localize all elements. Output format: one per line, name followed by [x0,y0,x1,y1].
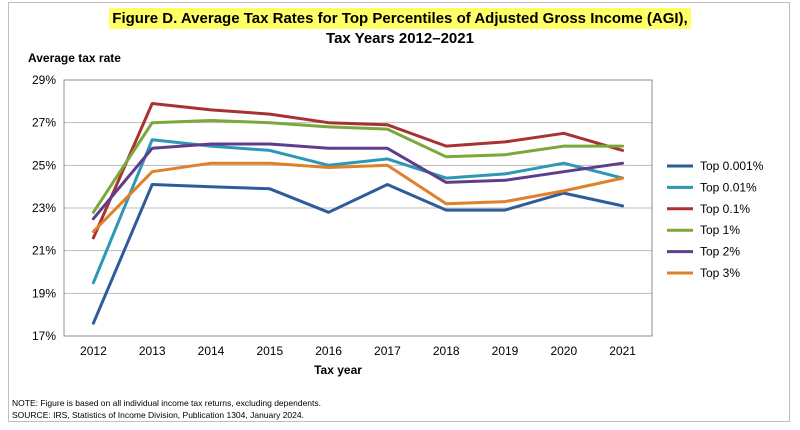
x-axis-label: Tax year [314,363,362,377]
series-line-5 [91,161,625,233]
chart-title-line2: Tax Years 2012–2021 [326,30,474,47]
y-tick-labels: 17% 19% 21% 23% 25% 27% 29% [32,73,56,343]
plot-area [63,79,653,337]
series-line-4 [91,142,625,221]
y-tick-label: 23% [32,201,56,215]
chart-frame [8,2,790,422]
x-tick-label: 2018 [433,344,460,358]
series-line-3 [91,119,625,214]
x-tick-label: 2015 [256,344,283,358]
y-tick-label: 21% [32,244,56,258]
x-tick-label: 2013 [139,344,166,358]
plot-border [63,79,653,337]
legend-label: Top 1% [700,223,740,237]
x-tick-label: 2017 [374,344,401,358]
x-tick-label: 2019 [492,344,519,358]
source-text: SOURCE: IRS, Statistics of Income Divisi… [12,410,304,420]
y-tick-label: 25% [32,158,56,172]
grid-lines [64,79,652,337]
series-line-1 [91,138,625,285]
series-line-0 [91,183,625,325]
series-lines [91,102,625,325]
y-tick-label: 19% [32,286,56,300]
legend-label: Top 3% [700,266,740,280]
chart-title: Figure D. Average Tax Rates for Top Perc… [0,8,800,48]
y-tick-label: 27% [32,116,56,130]
x-tick-label: 2012 [80,344,107,358]
x-tick-label: 2020 [550,344,577,358]
legend-label: Top 0.1% [700,202,750,216]
legend: Top 0.001% Top 0.01% Top 0.1% Top 1% Top 2% T… [667,159,764,280]
y-tick-label: 17% [32,329,56,343]
legend-label: Top 2% [700,245,740,259]
x-tick-label: 2021 [609,344,636,358]
y-tick-label: 29% [32,73,56,87]
legend-label: Top 0.001% [700,159,764,173]
x-tick-label: 2016 [315,344,342,358]
x-tick-label: 2014 [198,344,225,358]
series-line-2 [91,102,625,240]
chart-title-line1: Figure D. Average Tax Rates for Top Perc… [109,8,691,29]
y-axis-label: Average tax rate [28,51,121,65]
legend-label: Top 0.01% [700,180,757,194]
note-text: NOTE: Figure is based on all individual … [12,398,322,408]
x-tick-labels: 2012 2013 2014 2015 2016 2017 2018 2019 2020 2021 [80,344,636,358]
